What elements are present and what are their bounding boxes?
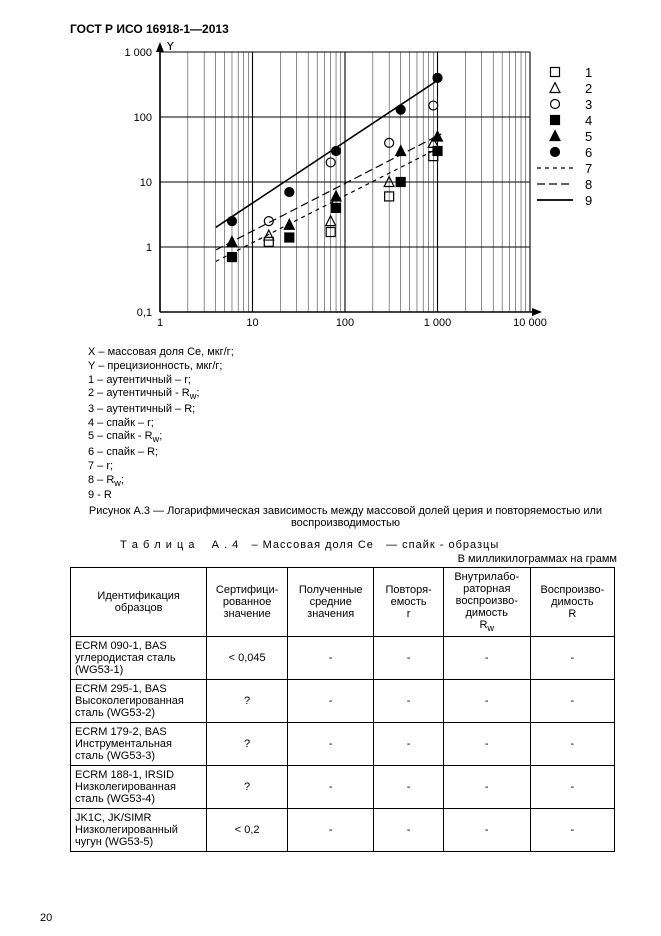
figure-chart: 1101001 00010 0000,11101001 000Y12345678… — [90, 42, 630, 342]
legend-line: 1 – аутентичный – r; — [88, 374, 621, 388]
table-cell: - — [530, 723, 614, 766]
svg-text:10: 10 — [246, 317, 258, 329]
table-row: ECRM 179-2, BAS Инструментальнаясталь (W… — [71, 723, 615, 766]
table-cell: - — [374, 637, 443, 680]
table-header: Сертифици-рованноезначение — [207, 567, 288, 636]
svg-text:1: 1 — [585, 65, 592, 80]
legend-line: 8 – Rw; — [88, 474, 621, 490]
svg-text:6: 6 — [585, 145, 592, 160]
table-cell: - — [287, 766, 374, 809]
table-cell-id: ECRM 090-1, BASуглеродистая сталь(WG53-1… — [71, 637, 207, 680]
svg-text:1: 1 — [146, 242, 152, 254]
table-cell: < 0,045 — [207, 637, 288, 680]
table-cell: - — [287, 637, 374, 680]
legend-line: 4 – спайк – r; — [88, 417, 621, 431]
legend-line: 5 – спайк - Rw; — [88, 430, 621, 446]
svg-text:10: 10 — [140, 177, 152, 189]
page-number: 20 — [40, 912, 52, 924]
table-cell-id: ECRM 295-1, BASВысоколегированнаясталь (… — [71, 680, 207, 723]
svg-text:3: 3 — [585, 97, 592, 112]
table-header: Внутрилабо-раторнаявоспроизво-димостьRw — [443, 567, 530, 636]
table-cell: - — [443, 723, 530, 766]
table-cell: - — [287, 809, 374, 852]
table-cell: - — [530, 680, 614, 723]
table-cell: - — [374, 723, 443, 766]
svg-text:0,1: 0,1 — [137, 307, 152, 319]
table-cell: - — [287, 680, 374, 723]
svg-text:100: 100 — [134, 112, 152, 124]
table-cell: - — [443, 637, 530, 680]
legend-line: 9 - R — [88, 489, 621, 503]
svg-text:5: 5 — [585, 129, 592, 144]
legend-line: 2 – аутентичный - Rw; — [88, 387, 621, 403]
table-cell: - — [443, 809, 530, 852]
table-cell: - — [530, 637, 614, 680]
table-cell: - — [530, 809, 614, 852]
table-header: Полученныесредниезначения — [287, 567, 374, 636]
legend-line: 3 – аутентичный – R; — [88, 403, 621, 417]
table-cell: < 0,2 — [207, 809, 288, 852]
svg-text:2: 2 — [585, 81, 592, 96]
table-cell-id: ECRM 188-1, IRSIDНизколегированнаясталь … — [71, 766, 207, 809]
svg-text:100: 100 — [336, 317, 354, 329]
legend-line: Y – прецизионность, мкг/г; — [88, 360, 621, 374]
svg-text:1: 1 — [157, 317, 163, 329]
table-cell: - — [374, 809, 443, 852]
table-cell: - — [443, 680, 530, 723]
svg-text:9: 9 — [585, 193, 592, 208]
table-cell: ? — [207, 680, 288, 723]
figure-legend-text: X – массовая доля Ce, мкг/г;Y – прецизио… — [88, 346, 621, 503]
table-row: ECRM 295-1, BASВысоколегированнаясталь (… — [71, 680, 615, 723]
table-header: Повторя-емостьr — [374, 567, 443, 636]
svg-text:7: 7 — [585, 161, 592, 176]
table-cell-id: JK1C, JK/SIMRНизколегированныйчугун (WG5… — [71, 809, 207, 852]
table-unit-note: В милликилограммах на грамм — [70, 553, 617, 565]
table-header: Идентификация образцов — [71, 567, 207, 636]
svg-text:1 000: 1 000 — [424, 317, 452, 329]
table-cell: ? — [207, 766, 288, 809]
figure-caption: Рисунок А.3 — Логарифмическая зависимост… — [70, 505, 621, 529]
table-title: Т а б л и ц а А . 4 – Массовая доля Се —… — [120, 539, 621, 551]
legend-line: X – массовая доля Ce, мкг/г; — [88, 346, 621, 360]
table-cell: - — [287, 723, 374, 766]
svg-text:4: 4 — [585, 113, 592, 128]
legend-line: 6 – спайк – R; — [88, 446, 621, 460]
table-row: ECRM 188-1, IRSIDНизколегированнаясталь … — [71, 766, 615, 809]
table-cell: - — [374, 766, 443, 809]
svg-text:Y: Y — [166, 42, 175, 53]
table-cell: - — [443, 766, 530, 809]
svg-text:1 000: 1 000 — [124, 47, 152, 59]
doc-header: ГОСТ Р ИСО 16918-1—2013 — [70, 22, 621, 36]
data-table: Идентификация образцовСертифици-рованное… — [70, 567, 615, 852]
table-header: Воспроизво-димостьR — [530, 567, 614, 636]
table-cell-id: ECRM 179-2, BAS Инструментальнаясталь (W… — [71, 723, 207, 766]
table-cell: ? — [207, 723, 288, 766]
table-row: ECRM 090-1, BASуглеродистая сталь(WG53-1… — [71, 637, 615, 680]
table-row: JK1C, JK/SIMRНизколегированныйчугун (WG5… — [71, 809, 615, 852]
table-cell: - — [530, 766, 614, 809]
svg-text:10 000: 10 000 — [513, 317, 547, 329]
legend-line: 7 – r; — [88, 460, 621, 474]
table-cell: - — [374, 680, 443, 723]
svg-text:8: 8 — [585, 177, 592, 192]
